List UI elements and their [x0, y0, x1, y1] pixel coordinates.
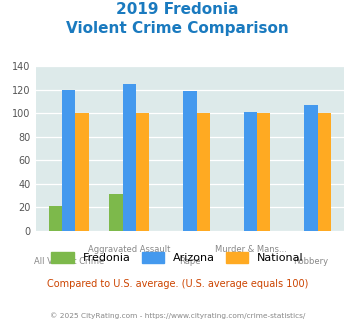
Text: All Violent Crime: All Violent Crime [34, 257, 104, 266]
Bar [183, 91, 197, 231]
Bar [49, 206, 62, 231]
Text: Murder & Mans...: Murder & Mans... [214, 245, 286, 254]
Bar [197, 113, 210, 231]
Text: Rape: Rape [179, 257, 201, 266]
Text: 2019 Fredonia: 2019 Fredonia [116, 2, 239, 16]
Text: Robbery: Robbery [294, 257, 329, 266]
Text: Compared to U.S. average. (U.S. average equals 100): Compared to U.S. average. (U.S. average … [47, 279, 308, 289]
Bar [136, 113, 149, 231]
Bar [76, 113, 89, 231]
Bar [109, 194, 123, 231]
Bar [123, 84, 136, 231]
Bar [304, 105, 318, 231]
Bar [318, 113, 331, 231]
Bar [257, 113, 271, 231]
Text: Violent Crime Comparison: Violent Crime Comparison [66, 21, 289, 36]
Bar [244, 112, 257, 231]
Text: © 2025 CityRating.com - https://www.cityrating.com/crime-statistics/: © 2025 CityRating.com - https://www.city… [50, 312, 305, 318]
Bar [62, 89, 76, 231]
Legend: Fredonia, Arizona, National: Fredonia, Arizona, National [46, 247, 309, 269]
Text: Aggravated Assault: Aggravated Assault [88, 245, 170, 254]
